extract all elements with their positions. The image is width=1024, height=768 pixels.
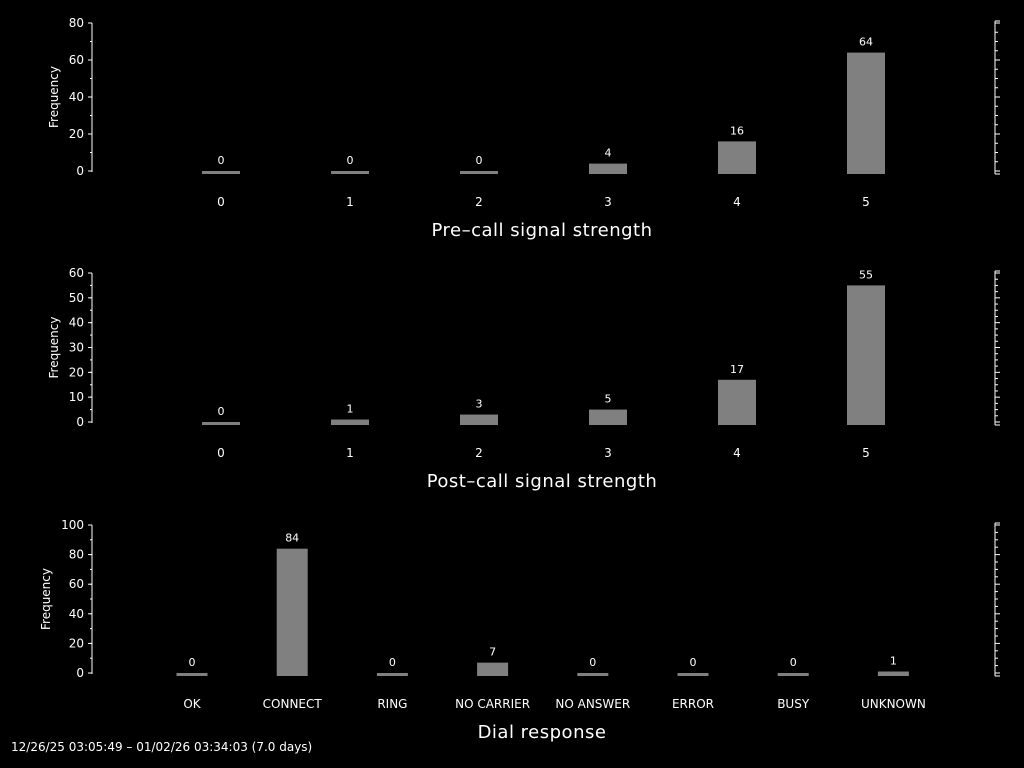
bar-value-label: 64 xyxy=(859,36,873,49)
bar-value-label: 0 xyxy=(690,656,697,669)
bar xyxy=(589,163,627,174)
y-axis-title: Frequency xyxy=(47,66,61,128)
x-category-label: 0 xyxy=(217,195,225,209)
time-range-footer: 12/26/25 03:05:49 – 01/02/26 03:34:03 (7… xyxy=(11,740,313,754)
bar-value-label: 0 xyxy=(476,154,483,167)
x-category-label: 5 xyxy=(862,446,870,460)
bar xyxy=(331,171,369,174)
bar-value-label: 0 xyxy=(347,154,354,167)
bar xyxy=(877,671,909,676)
x-category-label: 5 xyxy=(862,195,870,209)
x-category-label: CONNECT xyxy=(263,697,323,711)
bar-value-label: 0 xyxy=(218,405,225,418)
bar xyxy=(718,141,756,174)
x-category-label: ERROR xyxy=(672,697,714,711)
bar xyxy=(202,422,240,425)
y-tick-label: 50 xyxy=(69,291,84,305)
y-axis-title: Frequency xyxy=(39,568,53,630)
x-axis-title: Post–call signal strength xyxy=(427,471,658,492)
y-tick-label: 80 xyxy=(69,16,84,30)
bar xyxy=(847,285,885,425)
bar-value-label: 0 xyxy=(790,656,797,669)
bar xyxy=(202,171,240,174)
x-category-label: RING xyxy=(377,697,407,711)
bar xyxy=(718,379,756,425)
x-category-label: NO ANSWER xyxy=(555,697,630,711)
x-category-label: 3 xyxy=(604,446,612,460)
x-axis-title: Pre–call signal strength xyxy=(431,220,652,241)
y-tick-label: 10 xyxy=(69,390,84,404)
x-category-label: OK xyxy=(183,697,201,711)
bar xyxy=(589,409,627,425)
bar-value-label: 0 xyxy=(189,656,196,669)
bar-value-label: 7 xyxy=(489,646,496,659)
x-category-label: 4 xyxy=(733,195,741,209)
y-tick-label: 100 xyxy=(61,518,84,532)
y-tick-label: 40 xyxy=(69,316,84,330)
x-category-label: UNKNOWN xyxy=(861,697,926,711)
bar xyxy=(677,673,709,676)
x-category-label: 3 xyxy=(604,195,612,209)
y-tick-label: 40 xyxy=(69,90,84,104)
x-category-label: BUSY xyxy=(777,697,810,711)
x-category-label: 1 xyxy=(346,195,354,209)
bar xyxy=(777,673,809,676)
bar xyxy=(176,673,208,676)
bar xyxy=(477,662,509,676)
y-tick-label: 80 xyxy=(69,548,84,562)
y-tick-label: 0 xyxy=(76,415,84,429)
bar-value-label: 5 xyxy=(605,393,612,406)
bar xyxy=(460,171,498,174)
bar xyxy=(847,52,885,174)
x-category-label: NO CARRIER xyxy=(455,697,530,711)
y-axis-title: Frequency xyxy=(47,317,61,379)
bar-value-label: 16 xyxy=(730,124,744,137)
x-category-label: 1 xyxy=(346,446,354,460)
bar-value-label: 1 xyxy=(347,403,354,416)
y-tick-label: 60 xyxy=(69,53,84,67)
bar xyxy=(276,548,308,676)
y-tick-label: 20 xyxy=(69,365,84,379)
x-category-label: 2 xyxy=(475,446,483,460)
x-category-label: 2 xyxy=(475,195,483,209)
y-tick-label: 0 xyxy=(76,164,84,178)
bar-value-label: 3 xyxy=(476,398,483,411)
y-tick-label: 20 xyxy=(69,636,84,650)
bar xyxy=(577,673,609,676)
y-tick-label: 30 xyxy=(69,341,84,355)
bar-value-label: 17 xyxy=(730,363,744,376)
bar-value-label: 1 xyxy=(890,655,897,668)
bar-value-label: 55 xyxy=(859,268,873,281)
bar xyxy=(460,414,498,425)
y-tick-label: 60 xyxy=(69,266,84,280)
bar-value-label: 4 xyxy=(605,147,612,160)
bar-value-label: 0 xyxy=(389,656,396,669)
bar-value-label: 84 xyxy=(285,532,299,545)
bar xyxy=(331,419,369,425)
y-tick-label: 0 xyxy=(76,666,84,680)
bar xyxy=(376,673,408,676)
y-tick-label: 40 xyxy=(69,607,84,621)
bar-value-label: 0 xyxy=(218,154,225,167)
x-axis-title: Dial response xyxy=(478,722,607,743)
y-tick-label: 20 xyxy=(69,127,84,141)
x-category-label: 4 xyxy=(733,446,741,460)
y-tick-label: 60 xyxy=(69,577,84,591)
bar-value-label: 0 xyxy=(589,656,596,669)
x-category-label: 0 xyxy=(217,446,225,460)
